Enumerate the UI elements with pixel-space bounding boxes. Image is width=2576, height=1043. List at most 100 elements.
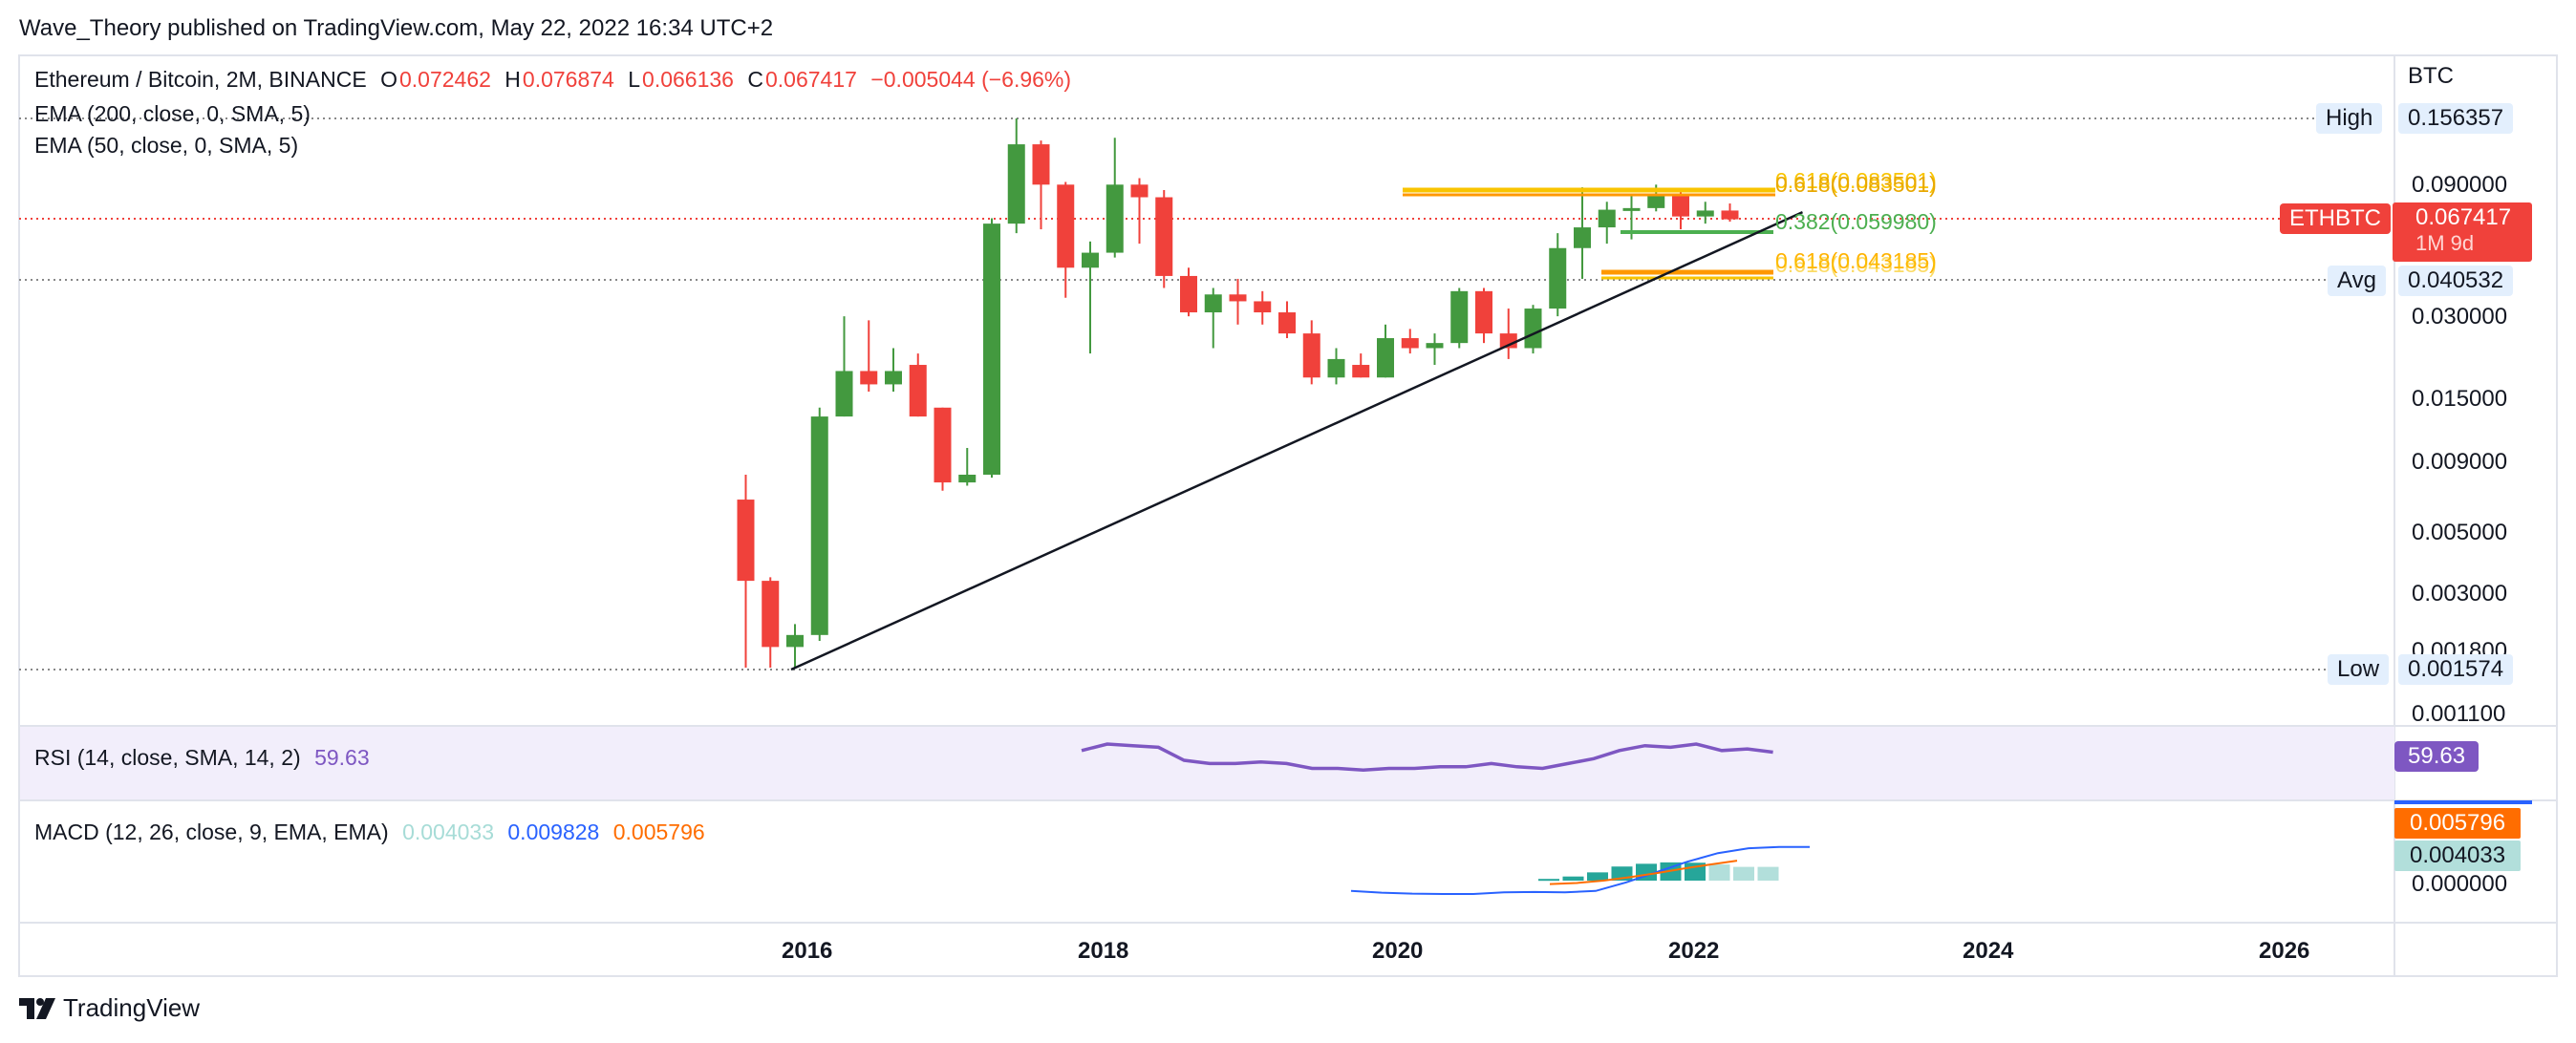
chart-frame bbox=[18, 54, 2558, 977]
candle bbox=[1598, 202, 1616, 245]
candle bbox=[1229, 278, 1247, 325]
overlays-group bbox=[790, 187, 1804, 671]
candle-body bbox=[810, 416, 828, 635]
candles-group bbox=[737, 117, 1739, 668]
candle-body bbox=[1647, 195, 1665, 208]
macd-label: MACD (12, 26, close, 9, EMA, EMA) bbox=[34, 820, 389, 844]
tradingview-logo[interactable]: TradingView bbox=[19, 993, 200, 1023]
price-tick: 0.003000 bbox=[2412, 581, 2508, 607]
macd-signal-value: 0.005796 bbox=[612, 820, 705, 844]
trendline bbox=[790, 210, 1804, 671]
candle bbox=[1549, 233, 1567, 317]
ema200-legend[interactable]: EMA (200, close, 0, SMA, 5) bbox=[34, 101, 311, 126]
macd-histogram-bar bbox=[1757, 866, 1779, 881]
candle-body bbox=[1155, 197, 1173, 276]
high-label: H bbox=[504, 67, 521, 92]
macd-line-axis-marker bbox=[2394, 800, 2532, 804]
candle bbox=[1327, 348, 1345, 385]
candle bbox=[1254, 290, 1272, 325]
candle-body bbox=[1721, 210, 1739, 220]
low-label: L bbox=[628, 67, 641, 92]
candle bbox=[934, 407, 952, 491]
fib-label-lower-a: 0.618(0.043185) bbox=[1775, 248, 1937, 273]
macd-legend[interactable]: MACD (12, 26, close, 9, EMA, EMA) 0.0040… bbox=[34, 820, 713, 845]
ema50-legend[interactable]: EMA (50, close, 0, SMA, 5) bbox=[34, 133, 299, 158]
candle-body bbox=[1106, 184, 1124, 253]
fib-label-upper-a: 0.618(0.083501) bbox=[1775, 168, 1937, 193]
price-tick: 0.090000 bbox=[2412, 172, 2508, 198]
price-tick: 0.015000 bbox=[2412, 386, 2508, 412]
candle-body bbox=[762, 581, 780, 648]
tradingview-logo-text: TradingView bbox=[63, 993, 201, 1022]
open-value: 0.072462 bbox=[398, 67, 491, 92]
close-label: C bbox=[747, 67, 763, 92]
candle-body bbox=[1278, 312, 1296, 334]
candle bbox=[762, 577, 780, 668]
candle-body bbox=[909, 365, 927, 417]
candle bbox=[1377, 324, 1394, 378]
candle-body bbox=[737, 500, 755, 582]
candle-body bbox=[1696, 210, 1714, 217]
candle-body bbox=[1204, 294, 1222, 313]
candle-body bbox=[1057, 184, 1075, 268]
candle bbox=[1057, 181, 1075, 298]
currency-label: BTC bbox=[2408, 63, 2454, 89]
high-tag-label: High bbox=[2316, 103, 2383, 134]
candle bbox=[1450, 287, 1469, 349]
price-tick: 0.001100 bbox=[2412, 701, 2506, 727]
symbol-title[interactable]: Ethereum / Bitcoin, 2M, BINANCE bbox=[34, 67, 367, 92]
year-tick: 2024 bbox=[1963, 938, 2014, 964]
candle-body bbox=[1302, 333, 1320, 378]
candle bbox=[1180, 267, 1197, 317]
macd-hist-axis-tag: 0.004033 bbox=[2394, 841, 2522, 871]
candle bbox=[1155, 190, 1173, 288]
rsi-axis-tag: 59.63 bbox=[2394, 741, 2479, 772]
candle bbox=[1574, 187, 1591, 279]
candle-body bbox=[983, 224, 1000, 475]
candle-body bbox=[786, 634, 804, 648]
candle-body bbox=[934, 407, 952, 483]
high-tag-value: 0.156357 bbox=[2398, 103, 2514, 134]
macd-line bbox=[1350, 845, 1810, 896]
close-value: 0.067417 bbox=[765, 67, 857, 92]
candle-body bbox=[1254, 301, 1272, 313]
candle bbox=[1475, 287, 1492, 344]
candle bbox=[1672, 190, 1689, 230]
candle bbox=[1032, 140, 1050, 230]
macd-group bbox=[1350, 845, 1810, 896]
fib-label-lower-b: 0.618(0.043185) bbox=[1775, 252, 1937, 277]
candle-body bbox=[1401, 338, 1419, 349]
year-tick: 2026 bbox=[2259, 938, 2310, 964]
tradingview-logo-icon bbox=[19, 997, 55, 1019]
candle bbox=[1426, 333, 1444, 366]
publisher-line: Wave_Theory published on TradingView.com… bbox=[19, 15, 774, 41]
macd-zero-tick: 0.000000 bbox=[2412, 871, 2508, 897]
candle-body bbox=[958, 474, 977, 483]
macd-signal-axis-tag: 0.005796 bbox=[2394, 808, 2522, 839]
rsi-legend[interactable]: RSI (14, close, SMA, 14, 2) 59.63 bbox=[34, 745, 377, 771]
last-symbol-tag: ETHBTC bbox=[2280, 203, 2391, 234]
candle-body bbox=[1598, 209, 1616, 228]
candle bbox=[885, 348, 902, 393]
candle bbox=[1204, 287, 1222, 349]
candle-body bbox=[1672, 195, 1689, 217]
candle-body bbox=[835, 371, 853, 417]
low-tag-value: 0.001574 bbox=[2398, 654, 2514, 685]
candle bbox=[958, 448, 977, 486]
candle-body bbox=[1082, 252, 1099, 268]
high-value: 0.076874 bbox=[522, 67, 614, 92]
year-tick: 2016 bbox=[782, 938, 833, 964]
macd-signal-line bbox=[1549, 860, 1738, 885]
macd-histogram-bar bbox=[1733, 866, 1754, 881]
candle-body bbox=[1229, 294, 1247, 302]
macd-histogram-bar bbox=[1587, 872, 1608, 881]
last-price-box: 0.067417 1M 9d bbox=[2393, 202, 2532, 262]
rsi-value: 59.63 bbox=[314, 745, 370, 770]
candle bbox=[1082, 241, 1099, 354]
fib-label-upper-b: 0.618(0.083501) bbox=[1775, 172, 1937, 197]
candle-body bbox=[1549, 247, 1567, 309]
change-value: −0.005044 (−6.96%) bbox=[870, 67, 1072, 92]
macd-histogram-bar bbox=[1708, 864, 1730, 881]
candle bbox=[1499, 309, 1517, 359]
